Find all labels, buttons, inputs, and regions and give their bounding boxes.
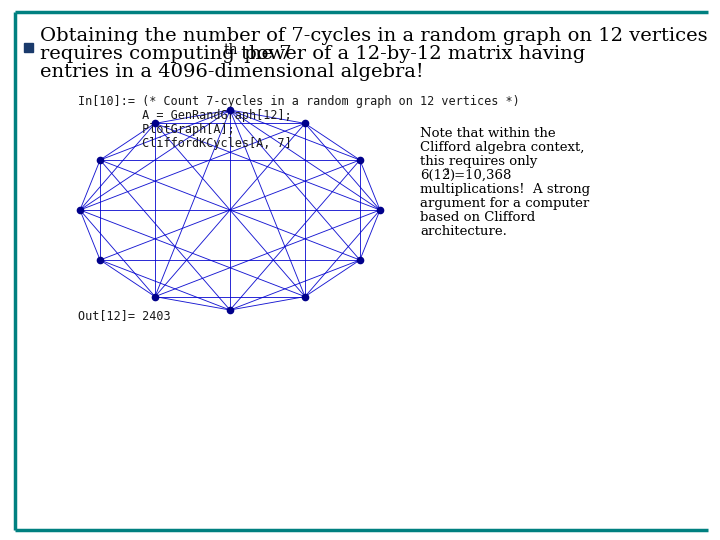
Text: Out[12]= 2403: Out[12]= 2403: [78, 309, 171, 322]
Text: power of a 12-by-12 matrix having: power of a 12-by-12 matrix having: [238, 45, 585, 63]
Text: CliffordKCycles[A, 7]: CliffordKCycles[A, 7]: [78, 137, 292, 150]
Text: th: th: [224, 43, 238, 57]
Text: this requires only: this requires only: [420, 155, 537, 168]
Text: 6(12: 6(12: [420, 169, 451, 182]
Bar: [24, 43, 33, 52]
Text: argument for a computer: argument for a computer: [420, 197, 589, 210]
Text: Clifford algebra context,: Clifford algebra context,: [420, 141, 585, 154]
Text: Note that within the: Note that within the: [420, 127, 556, 140]
Text: multiplications!  A strong: multiplications! A strong: [420, 183, 590, 196]
Text: 3: 3: [444, 168, 449, 177]
Text: based on Clifford: based on Clifford: [420, 211, 535, 224]
Text: architecture.: architecture.: [420, 225, 507, 238]
Text: PlotGraph[A];: PlotGraph[A];: [78, 123, 235, 136]
Text: A = GenRandGraph[12];: A = GenRandGraph[12];: [78, 109, 292, 122]
Text: )=10,368: )=10,368: [449, 169, 512, 182]
Text: entries in a 4096-dimensional algebra!: entries in a 4096-dimensional algebra!: [40, 63, 423, 81]
Text: requires computing the 7: requires computing the 7: [40, 45, 292, 63]
Text: In[10]:= (* Count 7-cycles in a random graph on 12 vertices *): In[10]:= (* Count 7-cycles in a random g…: [78, 95, 520, 108]
Text: Obtaining the number of 7-cycles in a random graph on 12 vertices: Obtaining the number of 7-cycles in a ra…: [40, 27, 708, 45]
